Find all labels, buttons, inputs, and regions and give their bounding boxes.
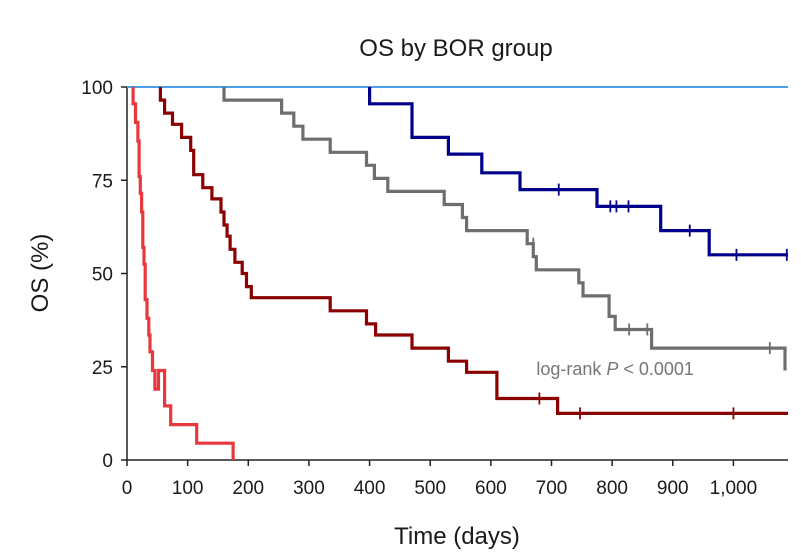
y-axis-label: OS (%) bbox=[27, 234, 54, 313]
y-tick-label: 25 bbox=[92, 358, 113, 379]
series-red bbox=[131, 87, 235, 460]
x-tick-label: 500 bbox=[414, 478, 446, 499]
logrank-prefix: log-rank bbox=[536, 359, 606, 379]
series-navy bbox=[368, 87, 788, 261]
x-tick-label: 0 bbox=[122, 478, 133, 499]
x-tick-label: 400 bbox=[354, 478, 386, 499]
series-line-navy bbox=[368, 87, 788, 257]
x-tick-label: 100 bbox=[172, 478, 204, 499]
chart-title: OS by BOR group bbox=[359, 35, 552, 62]
x-tick-label: 200 bbox=[232, 478, 264, 499]
logrank-annotation: log-rank P < 0.0001 bbox=[536, 359, 694, 379]
series-line-red bbox=[131, 87, 235, 460]
series-line-dark-red bbox=[158, 87, 788, 415]
series-layer bbox=[127, 86, 788, 460]
logrank-suffix: < 0.0001 bbox=[618, 359, 694, 379]
x-tick-label: 600 bbox=[475, 478, 507, 499]
y-tick-label: 0 bbox=[102, 451, 113, 472]
x-tick-label: 1,000 bbox=[710, 478, 758, 499]
x-tick-label: 900 bbox=[657, 478, 689, 499]
x-tick-label: 700 bbox=[536, 478, 568, 499]
x-axis-label: Time (days) bbox=[394, 523, 520, 550]
y-tick-label: 50 bbox=[92, 265, 113, 286]
x-tick-label: 800 bbox=[596, 478, 628, 499]
series-gray bbox=[222, 87, 787, 371]
x-tick-label: 300 bbox=[293, 478, 325, 499]
series-line-gray bbox=[222, 87, 787, 371]
y-tick-label: 75 bbox=[92, 171, 113, 192]
series-dark-red bbox=[158, 87, 788, 420]
y-tick-label: 100 bbox=[81, 78, 113, 99]
logrank-p: P bbox=[606, 359, 618, 379]
axes: 0 25 50 75 100 0 100 200 300 400 500 600 700 800 900 1,… bbox=[81, 78, 788, 499]
